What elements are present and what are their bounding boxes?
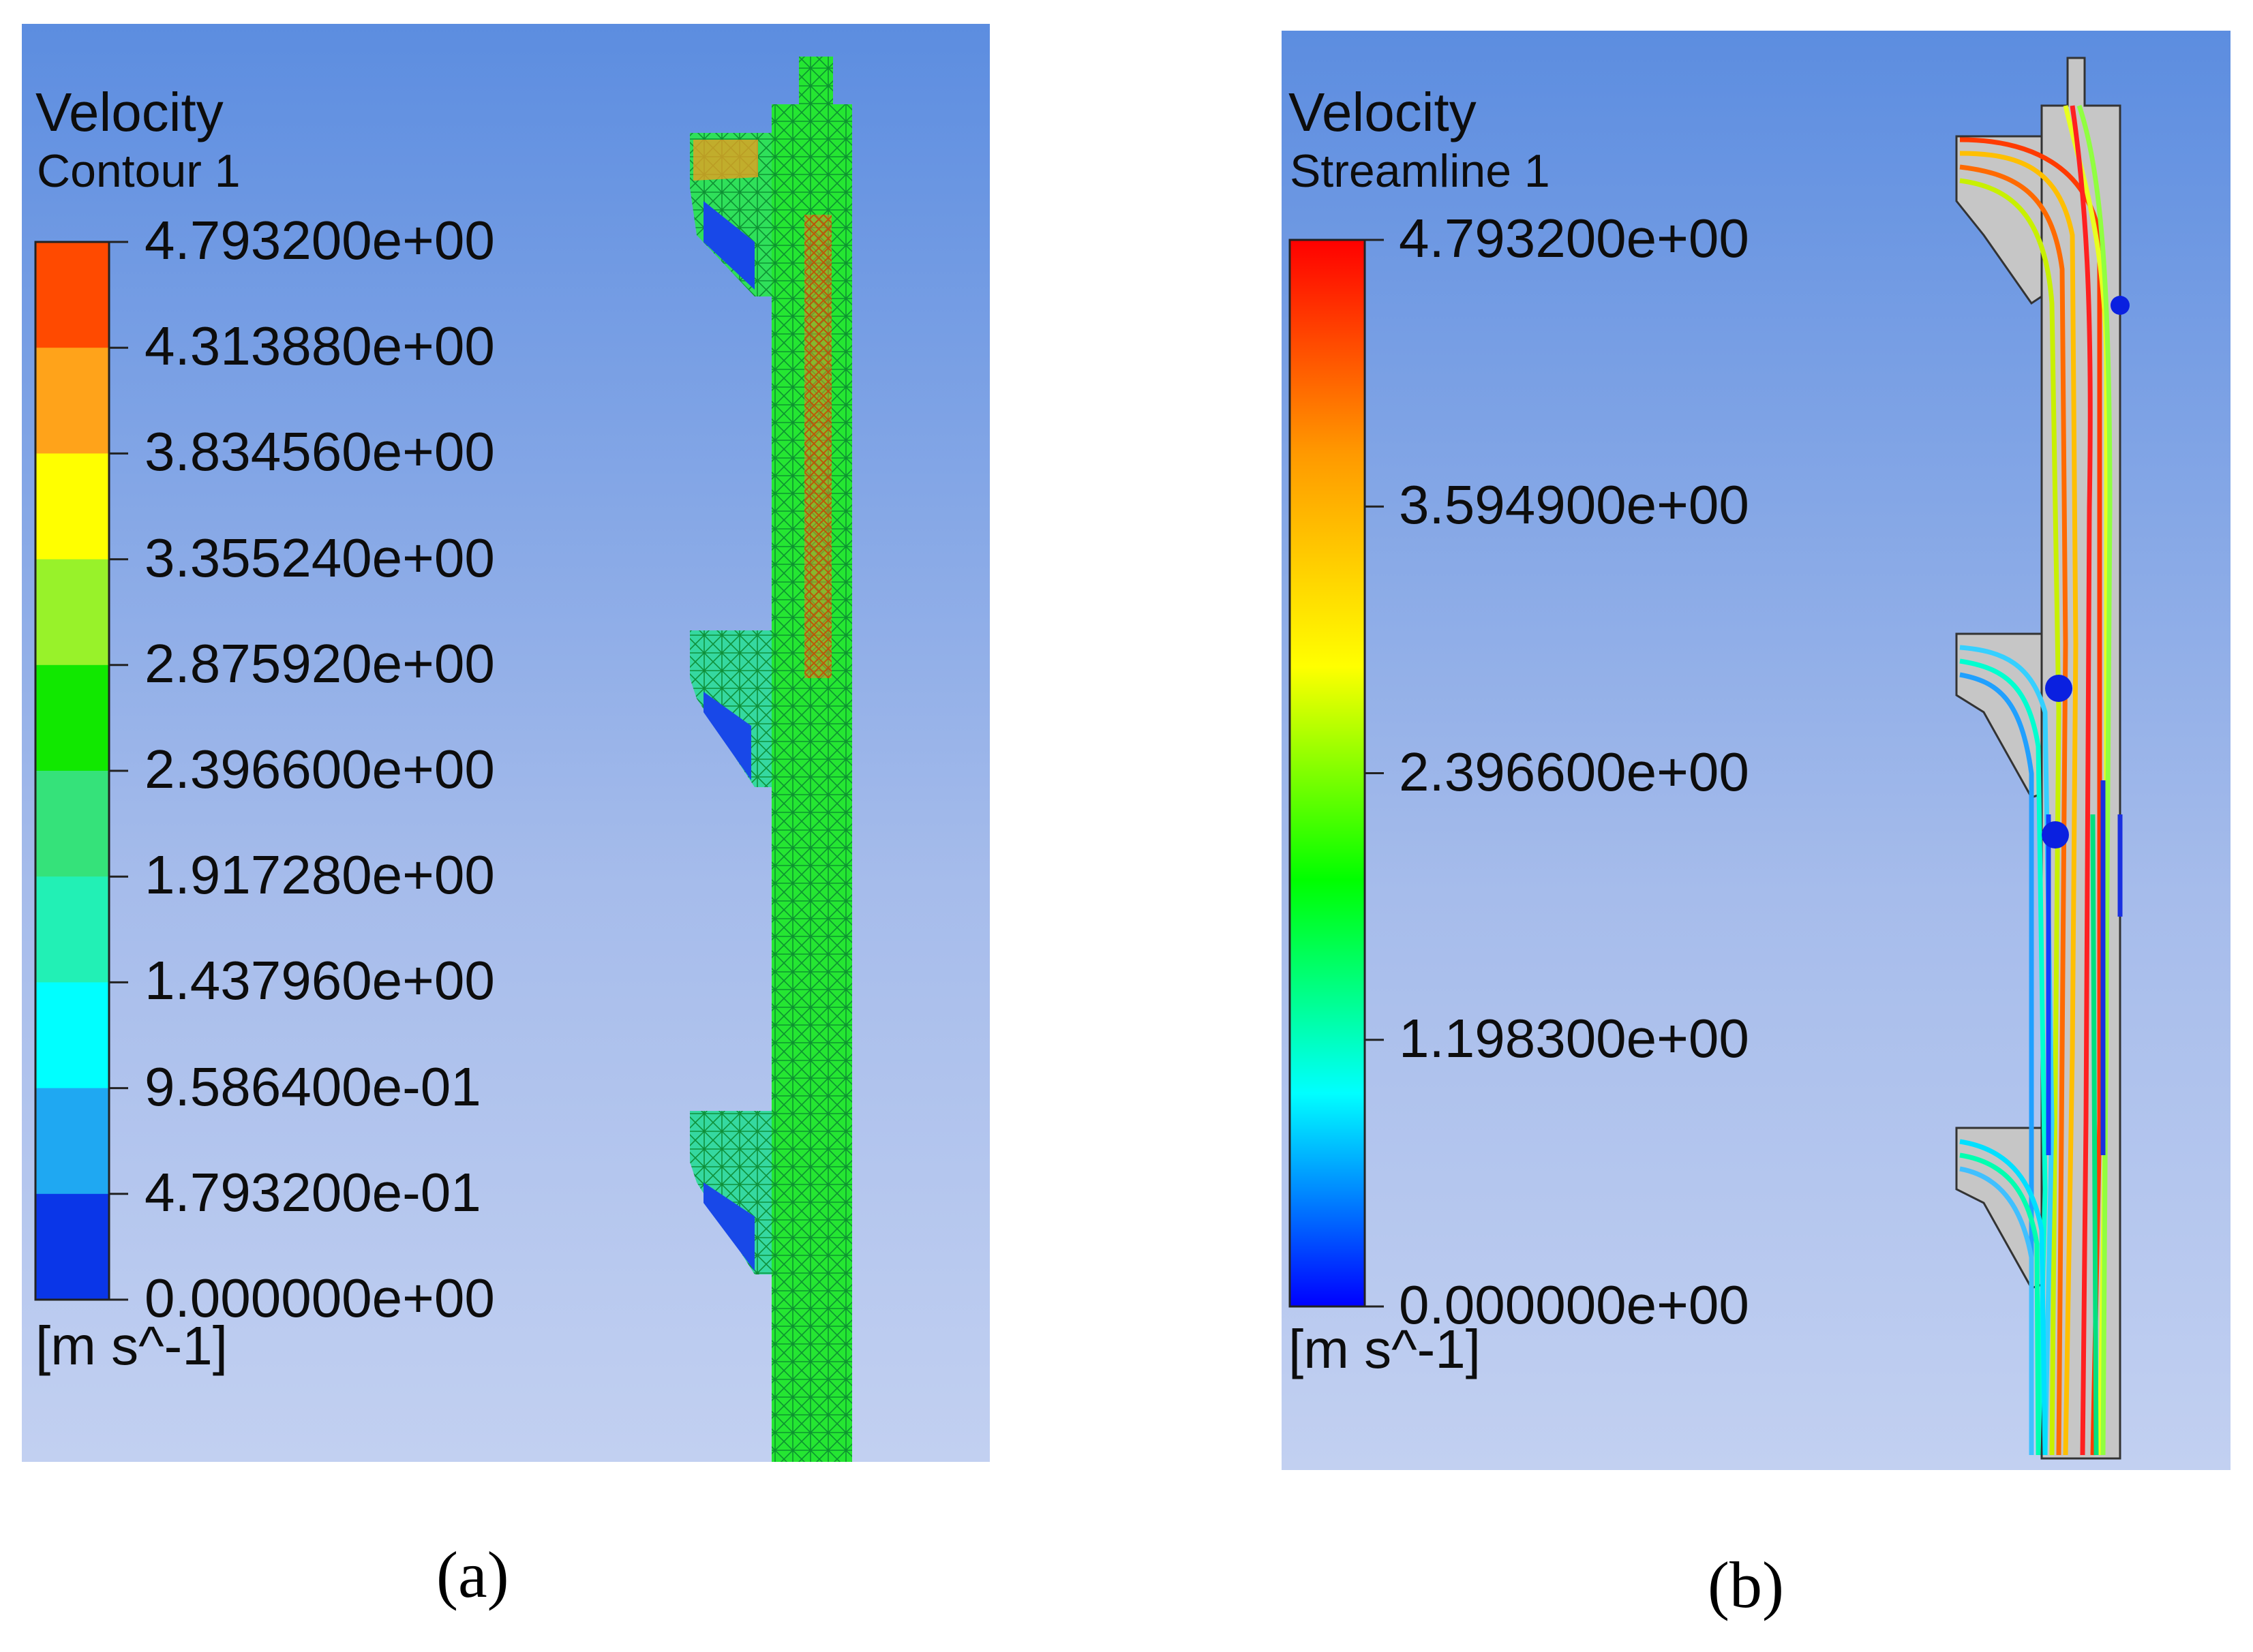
legend-band <box>35 1088 109 1195</box>
contour-legend-colorbar <box>34 241 128 1301</box>
particle-marker <box>2042 821 2069 848</box>
legend-tick-label: 2.396600e+00 <box>145 739 495 799</box>
streamline-colorbar <box>1288 239 1366 1308</box>
legend-tick-label: 1.198300e+00 <box>1399 1007 1749 1069</box>
legend-band <box>35 771 109 877</box>
legend-band <box>35 876 109 983</box>
contour-legend-svg <box>34 57 852 1462</box>
legend-tick-label: 3.834560e+00 <box>145 421 495 483</box>
streamlines <box>1959 104 2123 1456</box>
legend-band <box>35 559 109 666</box>
legend-tick-label: 1.917280e+00 <box>145 844 495 906</box>
contour-plot-panel: Velocity Contour 1 <box>22 24 990 1462</box>
legend-band <box>35 348 109 454</box>
particle-marker <box>2045 675 2072 702</box>
legend-tick-label: 0.000000e+00 <box>145 1268 495 1328</box>
legend-tick-label: 3.355240e+00 <box>145 527 495 588</box>
legend-tick-label: 2.396600e+00 <box>1399 741 1749 802</box>
legend-band <box>35 242 109 348</box>
contour-subtitle: Contour 1 <box>37 145 241 197</box>
legend-tick-label: 4.793200e+00 <box>1399 208 1749 269</box>
legend-band <box>35 982 109 1089</box>
particle-marker <box>2111 296 2130 315</box>
legend-tick-label: 0.000000e+00 <box>1399 1274 1749 1335</box>
legend-band <box>35 664 109 771</box>
caption-a: (a) <box>436 1538 509 1611</box>
streamline-svg <box>1288 57 2130 1460</box>
contour-title: Velocity <box>35 82 224 142</box>
legend-tick-label: 1.437960e+00 <box>145 950 495 1011</box>
streamline-title: Velocity <box>1288 82 1477 142</box>
caption-b: (b) <box>1708 1548 1784 1621</box>
streamline-unit-label: [m s^-1] <box>1288 1319 1481 1379</box>
legend-band <box>35 453 109 560</box>
legend-tick-label: 4.313880e+00 <box>145 316 495 377</box>
legend-tick-label: 3.594900e+00 <box>1399 474 1749 536</box>
legend-tick-label: 2.875920e+00 <box>145 632 495 694</box>
contour-unit-label: [m s^-1] <box>35 1315 228 1376</box>
legend-tick-label: 9.586400e-01 <box>145 1056 481 1117</box>
legend-tick-label: 4.793200e+00 <box>145 210 495 271</box>
legend-tick-label: 4.793200e-01 <box>145 1161 481 1223</box>
streamline-subtitle: Streamline 1 <box>1290 145 1550 197</box>
contour-geometry <box>690 57 852 1462</box>
legend-band <box>35 1193 109 1300</box>
streamline-plot-panel: Velocity Streamline 1 <box>1282 31 2231 1470</box>
